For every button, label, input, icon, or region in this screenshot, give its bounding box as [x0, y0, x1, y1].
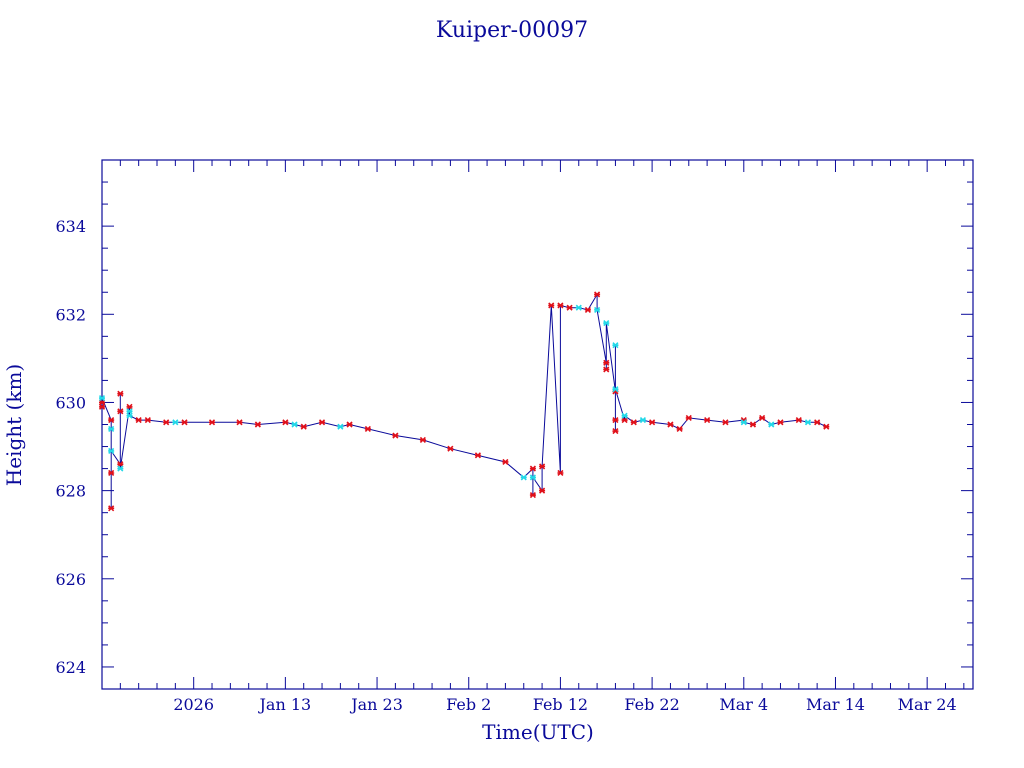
red-marker	[135, 417, 142, 424]
markers	[98, 291, 830, 512]
x-tick-label: Jan 23	[349, 695, 403, 714]
red-marker	[502, 458, 509, 466]
red-marker	[557, 469, 564, 477]
series-line-path	[101, 292, 827, 509]
cyan-marker	[621, 412, 628, 419]
y-tick-label: 624	[55, 658, 86, 677]
red-marker	[419, 436, 426, 443]
x-tick-label: Mar 24	[898, 695, 957, 714]
red-marker	[584, 306, 591, 313]
red-marker	[548, 302, 555, 309]
cyan-marker	[337, 423, 344, 430]
cyan-marker	[108, 425, 115, 432]
series-line	[101, 292, 827, 509]
y-axis-ticks: 624 626 628 630 632 634	[55, 159, 973, 690]
x-tick-label: Jan 13	[258, 695, 312, 714]
red-marker	[300, 423, 307, 430]
red-marker	[649, 419, 656, 426]
cyan-marker	[575, 304, 582, 311]
red-marker	[676, 425, 683, 432]
x-axis-label: Time(UTC)	[482, 720, 594, 744]
red-marker	[346, 421, 353, 428]
red-marker	[529, 465, 536, 472]
red-marker	[603, 366, 610, 373]
cyan-marker	[612, 386, 619, 393]
red-marker	[777, 419, 784, 426]
cyan-marker	[172, 419, 179, 426]
cyan-marker	[804, 419, 812, 426]
red-marker	[814, 419, 821, 426]
cyan-marker	[108, 447, 115, 455]
x-tick-label: Feb 12	[533, 695, 588, 714]
x-tick-label: Feb 2	[446, 695, 491, 714]
cyan-marker	[768, 421, 775, 428]
red-marker	[704, 417, 711, 424]
cyan-marker	[520, 474, 527, 481]
red-marker	[795, 417, 802, 424]
cyan-marker	[639, 417, 647, 424]
red-marker	[557, 302, 564, 309]
red-marker	[667, 421, 674, 428]
plot-frame	[101, 159, 974, 690]
x-tick-label: Mar 14	[806, 695, 865, 714]
red-marker	[144, 417, 151, 424]
red-marker	[722, 419, 729, 426]
cyan-marker	[126, 412, 133, 419]
red-marker	[566, 304, 573, 311]
red-marker	[364, 425, 371, 432]
red-marker	[612, 417, 619, 424]
red-marker	[823, 423, 830, 430]
red-marker	[98, 403, 106, 410]
cyan-marker	[603, 320, 610, 327]
red-marker	[108, 469, 115, 477]
chart-title: Kuiper-00097	[436, 18, 588, 43]
red-marker	[630, 419, 637, 426]
y-axis-label: Height (km)	[2, 364, 26, 486]
red-marker	[181, 419, 188, 426]
x-tick-label: Mar 4	[719, 695, 768, 714]
x-axis-ticks: 2026 Jan 13 Jan 23 Feb 2 Feb 12 Feb 22 Mar 4 Ma…	[101, 160, 965, 714]
red-marker	[392, 432, 399, 439]
y-tick-label: 628	[55, 482, 86, 501]
red-marker	[108, 505, 115, 512]
red-marker	[685, 414, 692, 421]
red-marker	[447, 445, 454, 452]
red-marker	[759, 414, 766, 421]
cyan-marker	[98, 394, 106, 402]
red-marker	[117, 408, 124, 415]
red-marker	[236, 419, 243, 426]
red-marker	[749, 421, 757, 428]
cyan-marker	[612, 342, 619, 349]
cyan-marker	[291, 421, 298, 428]
red-marker	[318, 419, 326, 426]
red-marker	[474, 452, 481, 459]
red-marker	[208, 419, 216, 426]
red-marker	[254, 421, 261, 428]
red-marker	[117, 390, 124, 397]
cyan-marker	[740, 419, 747, 426]
red-marker	[529, 491, 536, 499]
y-tick-label: 626	[55, 570, 86, 589]
red-marker	[108, 417, 115, 424]
cyan-marker	[594, 306, 601, 313]
red-marker	[282, 419, 289, 426]
x-tick-label: Feb 22	[624, 695, 679, 714]
x-tick-label: 2026	[173, 695, 214, 714]
cyan-marker	[117, 465, 124, 472]
y-tick-label: 634	[55, 217, 86, 236]
y-tick-label: 630	[55, 393, 86, 412]
red-marker	[612, 428, 619, 435]
red-marker	[539, 463, 546, 470]
red-marker	[594, 291, 601, 298]
y-tick-label: 632	[55, 305, 86, 324]
red-marker	[163, 419, 170, 426]
red-marker	[603, 359, 610, 366]
red-marker	[539, 487, 546, 494]
cyan-marker	[529, 474, 536, 481]
